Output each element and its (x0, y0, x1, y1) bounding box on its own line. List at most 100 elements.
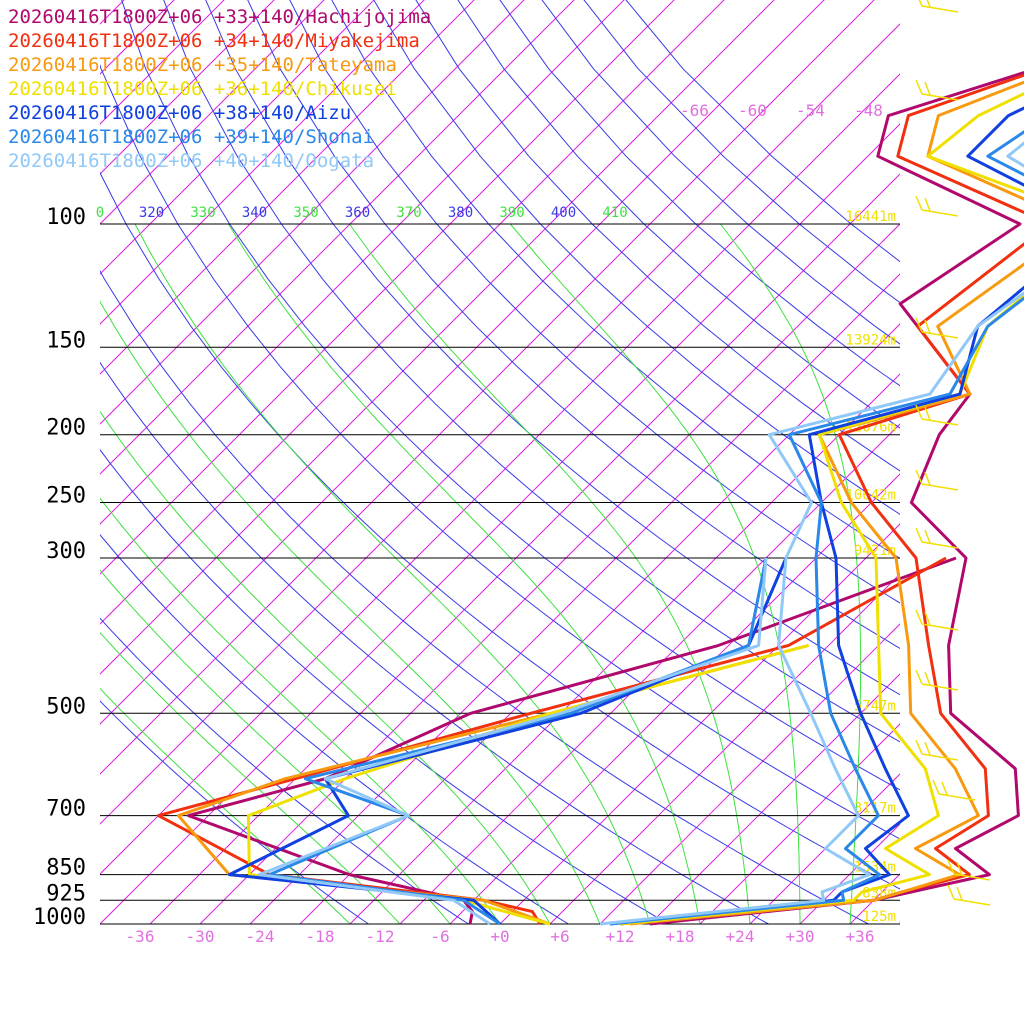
isotherm-line (100, 123, 900, 925)
isotherm-line (449, 473, 900, 925)
pressure-label: 250 (46, 484, 86, 509)
theta-label: 390 (499, 205, 524, 221)
wind-barb-icon (915, 669, 959, 691)
theta-label: 360 (345, 205, 370, 221)
height-label: 5747m (854, 698, 896, 714)
wind-barb-icon (915, 195, 959, 217)
temperature-tick-label: -12 (366, 927, 395, 946)
wind-barb-icon (915, 609, 959, 631)
isotherm-label: -54 (796, 101, 825, 120)
theta-label: 330 (190, 205, 215, 221)
pressure-label: 925 (46, 881, 86, 906)
pressure-label: 700 (46, 797, 86, 822)
temperature-axis-labels: -36 -30 -24 -18 -12 -6 +0 +6 +12 +18 +24 +30 +36 (126, 927, 875, 946)
isotherm-labels: -66 -60 -54 -48 (680, 101, 883, 120)
height-labels: 16441m13924m12076m10642m9421m5747m3117m1… (845, 209, 896, 925)
moist-adiabat-line (100, 300, 601, 925)
dry-adiabat-line (499, 0, 900, 387)
temperature-tick-label: +36 (846, 927, 875, 946)
wind-barb-icon (918, 0, 959, 13)
legend-entry: 20260416T1800Z+06 +40+140/Oogata (8, 150, 375, 172)
legend-entry: 20260416T1800Z+06 +38+140/Aizu (8, 102, 352, 124)
pressure-label: 300 (46, 539, 86, 564)
wind-barbs (915, 0, 991, 906)
theta-label: 370 (396, 205, 421, 221)
temperature-tick-label: +12 (606, 927, 635, 946)
theta-labels: 0 320 330 340 350 360 370 380 390 400 410 (96, 205, 628, 221)
wind-barb-icon (915, 317, 959, 339)
temperature-tick-label: +0 (490, 927, 509, 946)
isotherm-label: -66 (680, 101, 709, 120)
isotherm-line (100, 0, 875, 775)
dry-adiabat-line (373, 0, 900, 515)
temperature-line (619, 73, 1024, 926)
legend-entry: 20260416T1800Z+06 +36+140/Chikusei (8, 78, 397, 100)
moist-adiabat-line (227, 223, 701, 925)
theta-label: 350 (293, 205, 318, 221)
temperature-line (609, 106, 1024, 926)
pressure-label: 150 (46, 328, 86, 353)
isotherm-line (100, 0, 525, 425)
legend-entry: 20260416T1800Z+06 +34+140/Miyakejima (8, 30, 420, 52)
dry-adiabat-line (100, 533, 569, 925)
theta-label: 340 (242, 205, 267, 221)
wind-barb-icon (947, 859, 991, 881)
theta-label: 400 (551, 205, 576, 221)
dry-adiabat-line (100, 617, 469, 925)
moist-adiabat-lines (100, 223, 900, 925)
temperature-tick-label: +18 (666, 927, 695, 946)
temperature-tick-label: -6 (430, 927, 449, 946)
isotherm-line (549, 573, 900, 925)
isotherm-line (100, 0, 625, 525)
series-0 (186, 70, 1024, 926)
isotherm-line (100, 0, 675, 575)
temperature-tick-label: -36 (126, 927, 155, 946)
isotherm-line (100, 0, 725, 625)
series-1 (156, 73, 1024, 926)
isotherm-line (100, 0, 475, 375)
isotherm-line (749, 773, 900, 925)
height-label: 13924m (845, 332, 896, 348)
wind-barb-icon (932, 779, 976, 801)
temperature-tick-label: -18 (306, 927, 335, 946)
legend-entry: 20260416T1800Z+06 +39+140/Shonai (8, 126, 375, 148)
isotherm-line (100, 0, 425, 325)
temperature-line (629, 80, 1024, 926)
isotherm-line (849, 873, 900, 925)
height-label: 16441m (845, 209, 896, 225)
legend-entry: 20260416T1800Z+06 +35+140/Tateyama (8, 54, 397, 76)
isotherm-label: -60 (738, 101, 767, 120)
isotherm-line (399, 423, 900, 925)
isotherm-line (100, 0, 775, 675)
isotherm-label: -48 (854, 101, 883, 120)
temperature-tick-label: -30 (186, 927, 215, 946)
dewpoint-line (156, 556, 947, 925)
temperature-tick-label: -24 (246, 927, 275, 946)
isotherm-line (149, 173, 900, 925)
height-label: 10642m (845, 488, 896, 504)
wind-barb-icon (915, 739, 959, 761)
theta-label: 380 (448, 205, 473, 221)
wind-barb-icon (915, 469, 959, 491)
isotherm-line (100, 0, 575, 475)
pressure-label: 1000 (33, 905, 86, 930)
isotherm-line (649, 673, 900, 925)
dewpoint-line (227, 557, 788, 926)
theta-label: 410 (602, 205, 627, 221)
isotherm-line (100, 73, 900, 875)
wind-barb-icon (915, 404, 959, 426)
isotherm-line (100, 0, 375, 275)
isotherm-line (100, 0, 325, 225)
temperature-tick-label: +6 (550, 927, 569, 946)
dewpoint-line (186, 556, 957, 925)
temperature-line (649, 70, 1024, 926)
pressure-label: 200 (46, 416, 86, 441)
wind-barb-icon (947, 884, 991, 906)
series-6 (257, 141, 1024, 926)
pressure-label: 500 (46, 694, 86, 719)
legend: 20260416T1800Z+06 +33+140/Hachijojima 202… (8, 5, 431, 173)
theta-label: 320 (139, 205, 164, 221)
moist-adiabat-line (720, 223, 862, 925)
isotherm-line (799, 823, 900, 925)
